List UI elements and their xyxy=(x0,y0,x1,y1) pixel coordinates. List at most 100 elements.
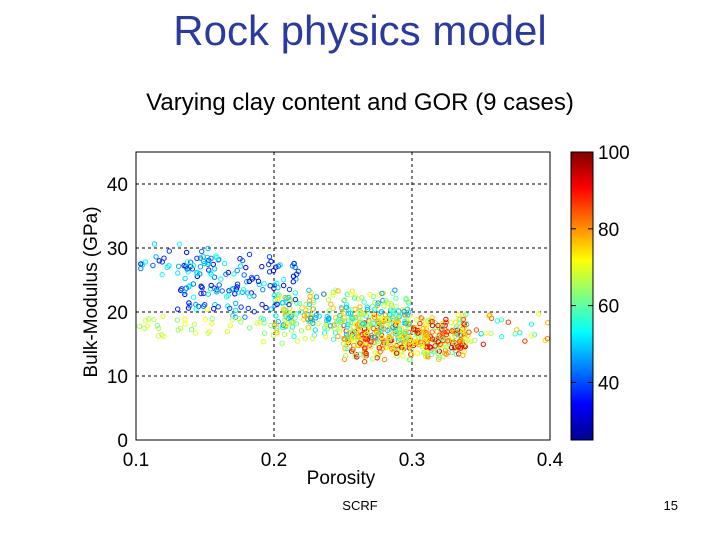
data-point xyxy=(387,335,393,341)
data-point xyxy=(198,283,205,290)
data-point xyxy=(435,322,441,329)
colorbar-tick-label: 40 xyxy=(598,373,619,394)
data-point xyxy=(433,344,440,351)
data-point xyxy=(261,281,267,287)
data-point xyxy=(267,283,273,289)
data-point xyxy=(287,305,293,311)
data-point xyxy=(321,291,327,297)
data-point xyxy=(155,333,162,339)
data-point xyxy=(457,316,463,323)
data-point xyxy=(421,337,427,343)
data-point xyxy=(423,351,429,357)
data-point xyxy=(328,301,334,308)
data-point xyxy=(161,333,167,340)
data-point xyxy=(208,286,214,292)
data-point xyxy=(367,344,374,350)
data-point xyxy=(243,264,249,271)
data-point xyxy=(281,307,287,313)
data-point xyxy=(362,345,368,352)
data-point xyxy=(379,346,385,352)
data-point xyxy=(205,330,211,336)
data-point xyxy=(480,341,486,347)
y-tick-label: 20 xyxy=(107,303,128,324)
data-point xyxy=(355,334,362,340)
data-point xyxy=(205,306,211,312)
data-point xyxy=(379,290,385,297)
data-point xyxy=(347,310,354,317)
data-point xyxy=(302,335,308,342)
data-point xyxy=(218,276,224,282)
data-point xyxy=(193,330,199,336)
data-point xyxy=(418,340,424,346)
data-point xyxy=(166,248,173,254)
data-point xyxy=(211,306,217,312)
data-point xyxy=(292,296,299,303)
data-point xyxy=(370,325,376,332)
data-point xyxy=(346,334,353,340)
data-point xyxy=(270,332,277,338)
data-point xyxy=(372,350,378,356)
data-point xyxy=(455,312,461,318)
grid-lines xyxy=(136,152,550,440)
data-point xyxy=(351,295,358,301)
data-point xyxy=(238,263,244,269)
data-point xyxy=(350,335,356,341)
data-point xyxy=(261,330,268,336)
data-point xyxy=(324,314,330,320)
data-point xyxy=(439,336,446,342)
data-point xyxy=(271,292,278,299)
data-point xyxy=(370,339,377,345)
data-point xyxy=(303,301,309,308)
data-point xyxy=(214,288,220,294)
data-point xyxy=(255,278,262,285)
data-point xyxy=(452,333,458,339)
data-point xyxy=(344,291,350,297)
data-point xyxy=(205,245,211,252)
data-point xyxy=(388,303,394,309)
data-point xyxy=(309,306,316,312)
data-point xyxy=(472,337,478,344)
data-point xyxy=(366,318,373,325)
data-point xyxy=(327,323,334,329)
data-point xyxy=(206,267,212,273)
data-point xyxy=(330,336,337,342)
data-point xyxy=(439,325,445,331)
data-point xyxy=(293,321,300,327)
data-point xyxy=(205,291,212,297)
data-point xyxy=(396,313,402,320)
data-point xyxy=(460,313,467,319)
y-tick-label: 30 xyxy=(107,239,128,260)
data-point xyxy=(359,295,365,301)
data-point xyxy=(310,320,316,326)
data-point xyxy=(190,262,197,269)
data-point xyxy=(406,335,413,341)
data-point xyxy=(274,325,280,331)
colorbar-tick-label: 80 xyxy=(598,220,619,241)
data-point xyxy=(332,325,338,331)
data-point xyxy=(245,305,252,312)
data-point xyxy=(298,309,304,315)
data-point xyxy=(238,304,244,310)
data-point xyxy=(227,305,233,311)
data-point xyxy=(415,330,421,336)
data-point xyxy=(345,310,351,317)
data-point xyxy=(151,241,158,247)
data-point xyxy=(159,271,165,278)
data-point xyxy=(428,345,434,351)
data-point xyxy=(315,320,321,327)
data-point xyxy=(494,318,500,324)
data-point xyxy=(193,306,199,312)
data-point xyxy=(407,356,413,363)
data-point xyxy=(460,316,466,323)
data-point xyxy=(285,315,291,321)
data-point xyxy=(376,330,383,336)
data-point xyxy=(330,289,336,296)
data-point xyxy=(419,316,425,322)
data-point xyxy=(413,317,420,323)
data-point xyxy=(142,259,149,265)
data-point xyxy=(287,299,294,305)
data-point xyxy=(185,269,191,275)
data-point xyxy=(369,303,376,309)
data-point xyxy=(202,316,209,323)
data-point xyxy=(427,344,433,350)
